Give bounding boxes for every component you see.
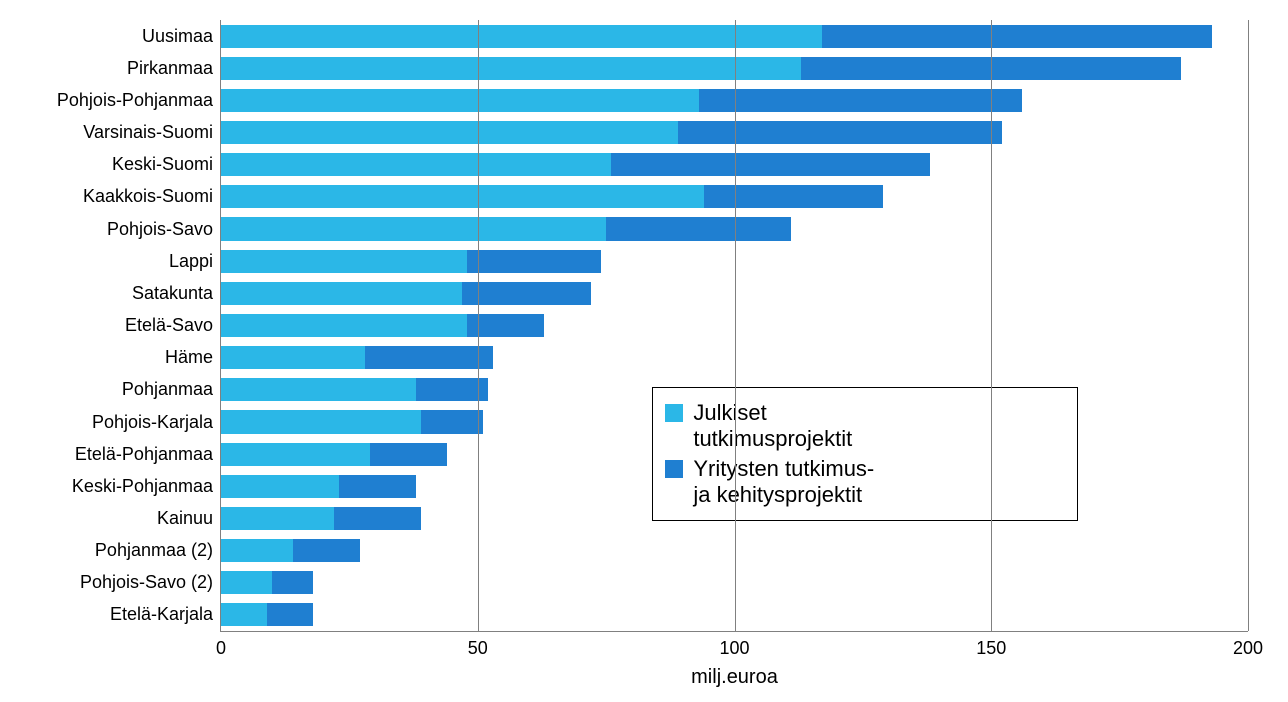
stacked-bar-chart: Uusimaa Pirkanmaa Pohjois-Pohjanmaa Varsina… <box>0 0 1288 702</box>
gridline <box>991 20 992 631</box>
bar-segment-julkiset <box>221 25 822 48</box>
x-tick-label: 50 <box>468 638 488 659</box>
bar-segment-julkiset <box>221 217 606 240</box>
category-label: Etelä-Savo <box>3 316 221 335</box>
bar-segment-yritysten <box>293 539 360 562</box>
bar-segment-julkiset <box>221 603 267 626</box>
legend-item: Yritysten tutkimus-ja kehitysprojektit <box>665 456 1065 508</box>
bar-segment-yritysten <box>678 121 1002 144</box>
bar-segment-julkiset <box>221 153 611 176</box>
bar-segment-yritysten <box>272 571 313 594</box>
category-label: Keski-Pohjanmaa <box>3 477 221 496</box>
x-tick-label: 100 <box>719 638 749 659</box>
bar-segment-yritysten <box>370 443 447 466</box>
category-label: Pohjanmaa (2) <box>3 541 221 560</box>
legend-label: Julkisettutkimusprojektit <box>693 400 852 452</box>
bar-segment-julkiset <box>221 57 801 80</box>
plot-area: UusimaaPirkanmaaPohjois-PohjanmaaVarsina… <box>220 20 1248 632</box>
gridline <box>478 20 479 631</box>
gridline <box>735 20 736 631</box>
bar-segment-julkiset <box>221 314 467 337</box>
bar-segment-yritysten <box>334 507 421 530</box>
category-label: Uusimaa <box>3 27 221 46</box>
bar-segment-julkiset <box>221 507 334 530</box>
category-label: Satakunta <box>3 284 221 303</box>
bar-segment-yritysten <box>339 475 416 498</box>
bar-segment-julkiset <box>221 282 462 305</box>
category-label: Pohjois-Savo (2) <box>3 573 221 592</box>
bar-segment-yritysten <box>822 25 1212 48</box>
gridline <box>1248 20 1249 631</box>
bar-segment-julkiset <box>221 185 704 208</box>
category-label: Pohjanmaa <box>3 380 221 399</box>
legend: JulkisettutkimusprojektitYritysten tutki… <box>652 387 1078 521</box>
category-label: Etelä-Karjala <box>3 605 221 624</box>
legend-item: Julkisettutkimusprojektit <box>665 400 1065 452</box>
bar-segment-yritysten <box>699 89 1023 112</box>
bar-segment-julkiset <box>221 250 467 273</box>
legend-swatch <box>665 404 683 422</box>
bar-segment-julkiset <box>221 475 339 498</box>
category-label: Häme <box>3 348 221 367</box>
bar-segment-yritysten <box>365 346 493 369</box>
bar-segment-yritysten <box>267 603 313 626</box>
category-label: Lappi <box>3 252 221 271</box>
bar-segment-julkiset <box>221 346 365 369</box>
bar-segment-julkiset <box>221 539 293 562</box>
category-label: Keski-Suomi <box>3 155 221 174</box>
category-label: Kaakkois-Suomi <box>3 187 221 206</box>
category-label: Etelä-Pohjanmaa <box>3 445 221 464</box>
category-label: Pirkanmaa <box>3 59 221 78</box>
bar-segment-julkiset <box>221 410 421 433</box>
bar-segment-julkiset <box>221 121 678 144</box>
bar-segment-yritysten <box>462 282 590 305</box>
x-tick-label: 150 <box>976 638 1006 659</box>
bar-segment-julkiset <box>221 378 416 401</box>
bar-segment-yritysten <box>606 217 791 240</box>
category-label: Pohjois-Pohjanmaa <box>3 91 221 110</box>
bar-segment-julkiset <box>221 571 272 594</box>
category-label: Pohjois-Savo <box>3 220 221 239</box>
x-axis-title: milj.euroa <box>221 666 1248 689</box>
bar-segment-yritysten <box>704 185 884 208</box>
bar-segment-yritysten <box>467 250 601 273</box>
category-label: Kainuu <box>3 509 221 528</box>
x-tick-label: 200 <box>1233 638 1263 659</box>
category-label: Varsinais-Suomi <box>3 123 221 142</box>
legend-swatch <box>665 460 683 478</box>
x-tick-label: 0 <box>216 638 226 659</box>
category-label: Pohjois-Karjala <box>3 413 221 432</box>
bar-segment-yritysten <box>421 410 483 433</box>
bar-segment-yritysten <box>611 153 929 176</box>
legend-label: Yritysten tutkimus-ja kehitysprojektit <box>693 456 874 508</box>
bar-segment-yritysten <box>467 314 544 337</box>
bar-segment-julkiset <box>221 89 699 112</box>
bar-segment-julkiset <box>221 443 370 466</box>
